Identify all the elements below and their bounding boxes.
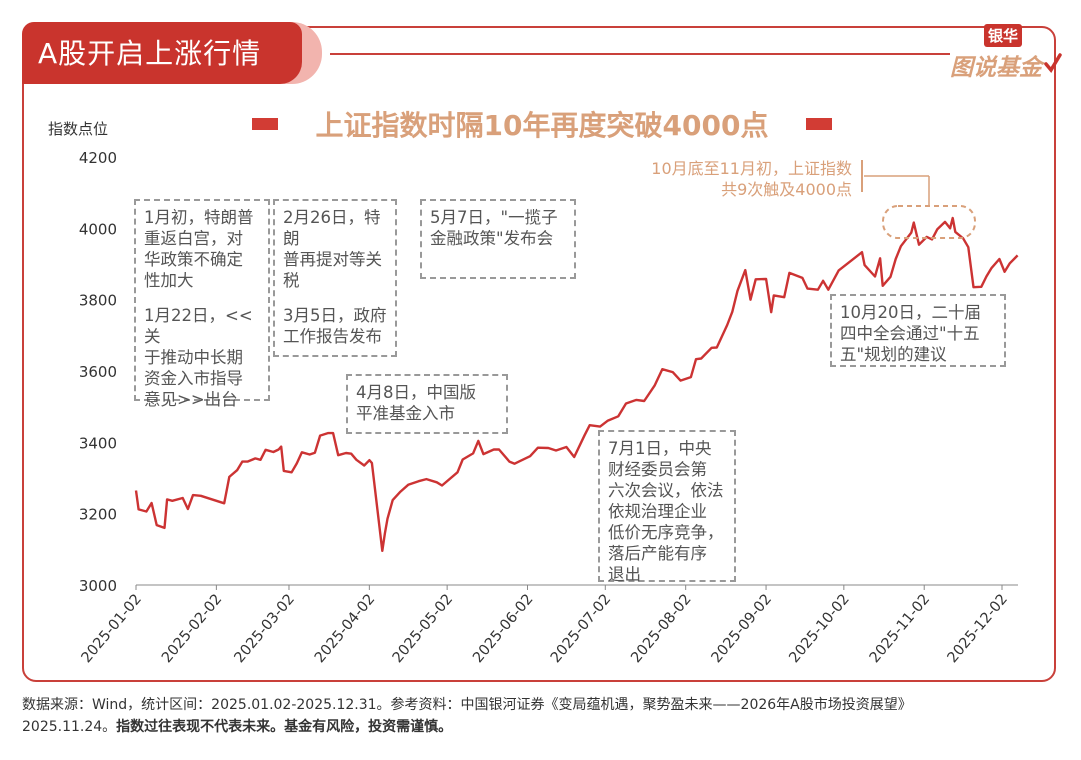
annotation-line: 10月20日，二十届 <box>840 303 981 322</box>
y-tick-label: 3000 <box>79 577 117 595</box>
annotation-box-apr: 4月8日，中国版 平准基金入市 <box>346 374 508 434</box>
annotation-line: 六次会议，依法 <box>608 481 724 500</box>
x-tick-label: 2025-03-02 <box>232 591 298 666</box>
title-bar-right <box>806 118 832 130</box>
footer-risk-warning: 指数过往表现不代表未来。基金有风险，投资需谨慎。 <box>116 719 453 735</box>
annotation-line: 依规治理企业 <box>608 502 707 521</box>
annotation-line: 5月7日，"一揽子 <box>430 208 558 227</box>
annotation-box-may: 5月7日，"一揽子 金融政策"发布会 <box>420 199 576 279</box>
y-tick-label: 4200 <box>79 149 117 167</box>
chart-title: 上证指数时隔10年再度突破4000点 <box>316 109 769 142</box>
annotation-line: 4月8日，中国版 <box>356 383 476 402</box>
check-icon <box>1044 53 1062 74</box>
y-tick-label: 3200 <box>79 506 117 524</box>
annotation-box-oct: 10月20日，二十届 四中全会通过"十五 五"规划的建议 <box>830 294 1006 367</box>
annotation-box-jul: 7月1日，中央 财经委员会第 六次会议，依法 依规治理企业 低价无序竞争， 落后… <box>598 430 736 584</box>
annotation-line: 金融政策"发布会 <box>430 229 554 248</box>
x-tick-label: 2025-12-02 <box>945 591 1011 666</box>
chart-frame <box>22 26 1056 682</box>
footer-notes: 数据来源：Wind，统计区间：2025.01.02-2025.12.31。参考资… <box>22 694 1062 738</box>
annotation-line: 四中全会通过"十五 <box>840 324 980 343</box>
annotation-line: 平准基金入市 <box>356 404 455 423</box>
chart-svg: 上证指数时隔10年再度突破4000点 指数点位 3000 3200 3400 3600… <box>48 109 1019 666</box>
annotation-line: 资金入市指导 <box>144 369 243 388</box>
x-tick-label: 2025-06-02 <box>470 591 536 666</box>
annotation-line: 2月26日，特朗 <box>283 208 381 248</box>
x-tick-label: 2025-08-02 <box>628 591 694 666</box>
y-tick-label: 3400 <box>79 434 117 452</box>
annotation-line: 低价无序竞争， <box>608 523 724 542</box>
annotation-line: 性加大 <box>144 271 194 290</box>
annotation-line: 财经委员会第 <box>608 460 707 479</box>
annotation-box-jan: 1月初，特朗普 重返白宫，对 华政策不确定 性加大 1月22日，<<关 于推动中… <box>134 199 270 409</box>
annotation-line: 重返白宫，对 <box>144 229 243 248</box>
annotation-line: 3月5日，政府 <box>283 306 387 325</box>
x-tick-label: 2025-02-02 <box>159 591 225 666</box>
x-tick-label: 2025-05-02 <box>390 591 456 666</box>
header-rule <box>330 53 950 55</box>
annotation-line: 工作报告发布 <box>283 327 382 346</box>
callout-text: 10月底至11月初，上证指数 共9次触及4000点 <box>600 158 852 200</box>
annotation-line: 7月1日，中央 <box>608 439 712 458</box>
annotation-line: 于推动中长期 <box>144 348 243 367</box>
y-tick-label: 3800 <box>79 292 117 310</box>
y-tick-label: 4000 <box>79 220 117 238</box>
y-axis-label: 指数点位 <box>48 120 108 138</box>
title-bar-left <box>252 118 278 130</box>
x-tick-label: 2025-07-02 <box>548 591 614 666</box>
x-tick-label: 2025-04-02 <box>312 591 378 666</box>
y-axis: 3000 3200 3400 3600 3800 4000 4200 <box>79 149 117 595</box>
annotation-line: 意见>>出台 <box>144 390 238 409</box>
header-tab <box>22 22 302 84</box>
annotation-line: 1月初，特朗普 <box>144 208 254 227</box>
footer-date: 2025.11.24。 <box>22 719 117 735</box>
annotation-line: 华政策不确定 <box>144 250 243 269</box>
x-tick-label: 2025-11-02 <box>867 591 933 666</box>
series-line-shanghai-index <box>134 216 1019 552</box>
brand-logo: 银华 图说基金 <box>948 22 1068 82</box>
annotation-line: 五"规划的建议 <box>840 345 947 364</box>
x-tick-label: 2025-01-02 <box>79 591 145 666</box>
annotation-box-feb-mar: 2月26日，特朗 普再提对等关 税 3月5日，政府 工作报告发布 <box>273 199 397 357</box>
annotation-line: 税 <box>283 271 300 290</box>
logo-main-text: 图说基金 <box>950 55 1042 81</box>
x-axis: 2025-01-02 2025-02-02 2025-03-02 2025-04-02… <box>79 584 1018 666</box>
header-title: A股开启上涨行情 <box>38 37 262 70</box>
annotation-line: 1月22日，<<关 <box>144 306 253 346</box>
callout-line: 共9次触及4000点 <box>721 180 852 199</box>
x-tick-label: 2025-10-02 <box>786 591 852 666</box>
callout-line: 10月底至11月初，上证指数 <box>651 159 852 178</box>
y-tick-label: 3600 <box>79 363 117 381</box>
callout-highlight-oval <box>882 205 976 239</box>
x-tick-label: 2025-09-02 <box>709 591 775 666</box>
logo-top-text: 银华 <box>984 24 1023 47</box>
footer-source-line: 数据来源：Wind，统计区间：2025.01.02-2025.12.31。参考资… <box>22 697 912 713</box>
annotation-line: 普再提对等关 <box>283 250 382 269</box>
annotation-line: 退出 <box>608 565 641 584</box>
footer-disclaimer-line: 2025.11.24。指数过往表现不代表未来。基金有风险，投资需谨慎。 <box>22 716 1062 738</box>
annotation-line: 落后产能有序 <box>608 544 707 563</box>
